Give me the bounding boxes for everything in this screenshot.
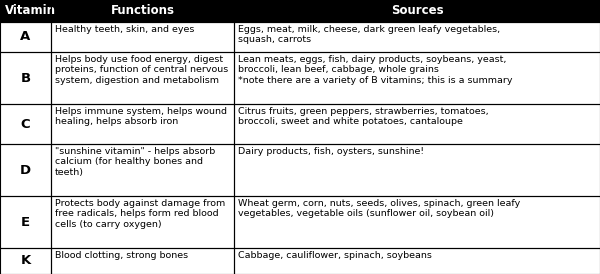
Text: Wheat germ, corn, nuts, seeds, olives, spinach, green leafy
vegetables, vegetabl: Wheat germ, corn, nuts, seeds, olives, s… (238, 199, 520, 218)
Text: K: K (20, 255, 31, 267)
Bar (234, 144, 600, 196)
Bar (0, 196, 51, 248)
Bar (0, 104, 51, 144)
Bar (51, 0, 234, 22)
Bar (0, 144, 51, 196)
Text: D: D (20, 164, 31, 176)
Bar (0, 248, 51, 274)
Bar (51, 52, 234, 104)
Bar (51, 144, 234, 196)
Bar (51, 196, 234, 248)
Bar (0, 22, 51, 52)
Text: C: C (20, 118, 31, 130)
Bar (0, 196, 51, 248)
Bar (234, 104, 600, 144)
Bar (0, 0, 51, 22)
Text: Functions: Functions (110, 4, 175, 18)
Text: Blood clotting, strong bones: Blood clotting, strong bones (55, 251, 188, 260)
Bar (51, 22, 234, 52)
Text: Vitamin: Vitamin (5, 4, 56, 18)
Bar (234, 0, 600, 22)
Bar (234, 248, 600, 274)
Bar (51, 104, 234, 144)
Text: Lean meats, eggs, fish, dairy products, soybeans, yeast,
broccoli, lean beef, ca: Lean meats, eggs, fish, dairy products, … (238, 55, 512, 85)
Bar (234, 52, 600, 104)
Text: Citrus fruits, green peppers, strawberries, tomatoes,
broccoli, sweet and white : Citrus fruits, green peppers, strawberri… (238, 107, 488, 126)
Bar (0, 248, 51, 274)
Bar (51, 248, 234, 274)
Text: B: B (20, 72, 31, 84)
Bar (234, 104, 600, 144)
Text: A: A (20, 30, 31, 44)
Text: Protects body against damage from
free radicals, helps form red blood
cells (to : Protects body against damage from free r… (55, 199, 225, 229)
Bar (234, 196, 600, 248)
Bar (0, 52, 51, 104)
Text: Dairy products, fish, oysters, sunshine!: Dairy products, fish, oysters, sunshine! (238, 147, 424, 156)
Bar (0, 144, 51, 196)
Text: "sunshine vitamin" - helps absorb
calcium (for healthy bones and
teeth): "sunshine vitamin" - helps absorb calciu… (55, 147, 215, 177)
Text: Healthy teeth, skin, and eyes: Healthy teeth, skin, and eyes (55, 25, 194, 34)
Text: E: E (21, 215, 30, 229)
Bar (51, 22, 234, 52)
Text: Sources: Sources (391, 4, 443, 18)
Bar (51, 144, 234, 196)
Bar (234, 22, 600, 52)
Bar (51, 248, 234, 274)
Text: Cabbage, cauliflower, spinach, soybeans: Cabbage, cauliflower, spinach, soybeans (238, 251, 432, 260)
Bar (234, 248, 600, 274)
Bar (234, 52, 600, 104)
Bar (51, 0, 234, 22)
Bar (0, 0, 51, 22)
Text: Helps body use food energy, digest
proteins, function of central nervous
system,: Helps body use food energy, digest prote… (55, 55, 228, 85)
Bar (51, 52, 234, 104)
Bar (51, 196, 234, 248)
Bar (234, 22, 600, 52)
Bar (0, 52, 51, 104)
Bar (234, 144, 600, 196)
Bar (234, 0, 600, 22)
Text: Helps immune system, helps wound
healing, helps absorb iron: Helps immune system, helps wound healing… (55, 107, 227, 126)
Bar (0, 104, 51, 144)
Text: Eggs, meat, milk, cheese, dark green leafy vegetables,
squash, carrots: Eggs, meat, milk, cheese, dark green lea… (238, 25, 500, 44)
Bar (51, 104, 234, 144)
Bar (234, 196, 600, 248)
Bar (0, 22, 51, 52)
